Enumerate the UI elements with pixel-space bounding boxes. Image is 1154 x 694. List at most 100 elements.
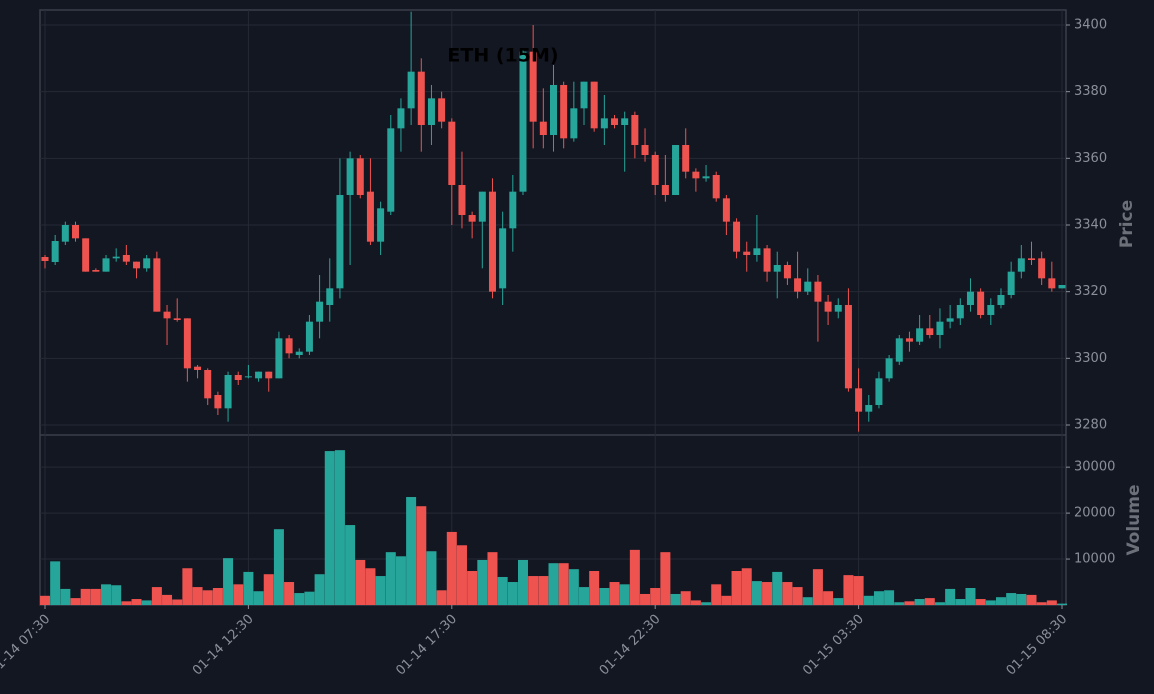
candle-body [366,191,374,242]
candle-body [865,405,873,412]
candle-body [722,198,730,222]
volume-bar [70,598,81,605]
candle-body [600,118,608,129]
candle-body [875,378,883,405]
volume-bar [477,559,488,605]
volume-bar [355,559,366,605]
candle-body [773,265,781,272]
volume-bar [365,568,376,605]
candle-body [326,288,334,305]
candle-body [844,305,852,389]
volume-bar [426,551,437,605]
y-tick-label: 3320 [1074,284,1107,299]
candle-body [143,258,151,269]
volume-bar [579,587,590,605]
candle-body [997,295,1005,305]
candle-body [519,51,527,192]
volume-bar [945,588,956,605]
volume-bar [1036,602,1047,605]
volume-bar [629,549,640,605]
candle-body [702,176,710,179]
volume-bar [314,574,325,605]
volume-bar [334,450,345,605]
volume-bar [558,563,569,605]
volume-bar [914,599,925,605]
volume-bar [772,571,783,605]
candle-body [427,98,435,125]
candle-body [672,145,680,195]
x-tick-label: 01-14 12:30 [190,612,257,679]
volume-bar [233,584,244,605]
x-tick-label: 01-15 08:30 [1004,612,1071,679]
volume-bar [741,568,752,605]
candle-body [112,256,120,259]
volume-bar [172,599,183,605]
candle-body [407,71,415,109]
volume-bar [660,552,671,605]
volume-bar [568,569,579,605]
candle-body [905,338,913,342]
volume-bar [670,593,681,605]
volume-bar [762,582,773,605]
volume-bar [385,552,396,605]
x-tick-label: 01-15 03:30 [800,612,867,679]
x-tick-label: 01-14 07:30 [0,612,53,679]
candle-body [488,191,496,292]
volume-bar [192,587,203,605]
volume-bar [782,582,793,605]
volume-bar [1006,593,1017,605]
volume-bar [101,584,112,605]
volume-bar [263,574,274,605]
volume-bar [40,595,50,605]
candle-body [51,241,59,262]
candle-body [560,85,568,139]
candle-body [885,358,893,379]
volume-bar [863,595,874,605]
candle-body [834,305,842,312]
volume-bar [375,576,386,605]
volume-bar [751,581,762,605]
volume-bar [223,558,234,605]
candle-body [1027,258,1035,260]
candle-body [336,195,344,289]
volume-bar [609,582,620,605]
volume-bar [701,602,712,605]
volume-bar [131,599,142,605]
candle-body [611,118,619,125]
volume-bar [446,531,457,605]
volume-bar [528,576,539,605]
candle-body [82,238,90,272]
volume-bar [212,588,223,605]
volume-bar [995,597,1006,605]
volume-bar [721,595,732,605]
volume-bar [324,451,335,605]
candle-body [275,338,283,379]
candle-body [92,270,100,272]
candle-body [244,376,252,378]
volume-bar [823,591,834,605]
candle-body [570,108,578,139]
candle-body [295,351,303,355]
candle-body [733,221,741,252]
candle-body [173,318,181,320]
candle-body [1017,258,1025,272]
candle-body [1038,258,1046,279]
candle-body [438,98,446,122]
volume-bar [517,559,528,605]
candle-body [987,305,995,315]
candle-body [621,118,629,125]
volume-bar [182,568,193,605]
candle-body [183,318,191,369]
candle-body [895,338,903,362]
candle-body [743,251,751,255]
volume-bar [80,588,91,605]
volume-bar [121,601,132,605]
volume-bar [467,571,478,605]
candle-body [305,321,313,352]
candle-body [855,388,863,412]
y-tick-label: 30000 [1074,460,1115,475]
volume-bar [416,506,427,605]
candle-body [1048,278,1056,289]
candle-body [509,191,517,229]
volume-bar [640,593,651,605]
